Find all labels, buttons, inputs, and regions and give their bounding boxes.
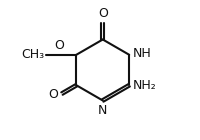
Text: NH: NH — [133, 47, 152, 60]
Text: N: N — [98, 104, 107, 117]
Text: O: O — [54, 39, 64, 52]
Text: CH₃: CH₃ — [21, 48, 44, 61]
Text: O: O — [98, 7, 108, 20]
Text: O: O — [49, 88, 58, 101]
Text: NH₂: NH₂ — [133, 79, 157, 92]
